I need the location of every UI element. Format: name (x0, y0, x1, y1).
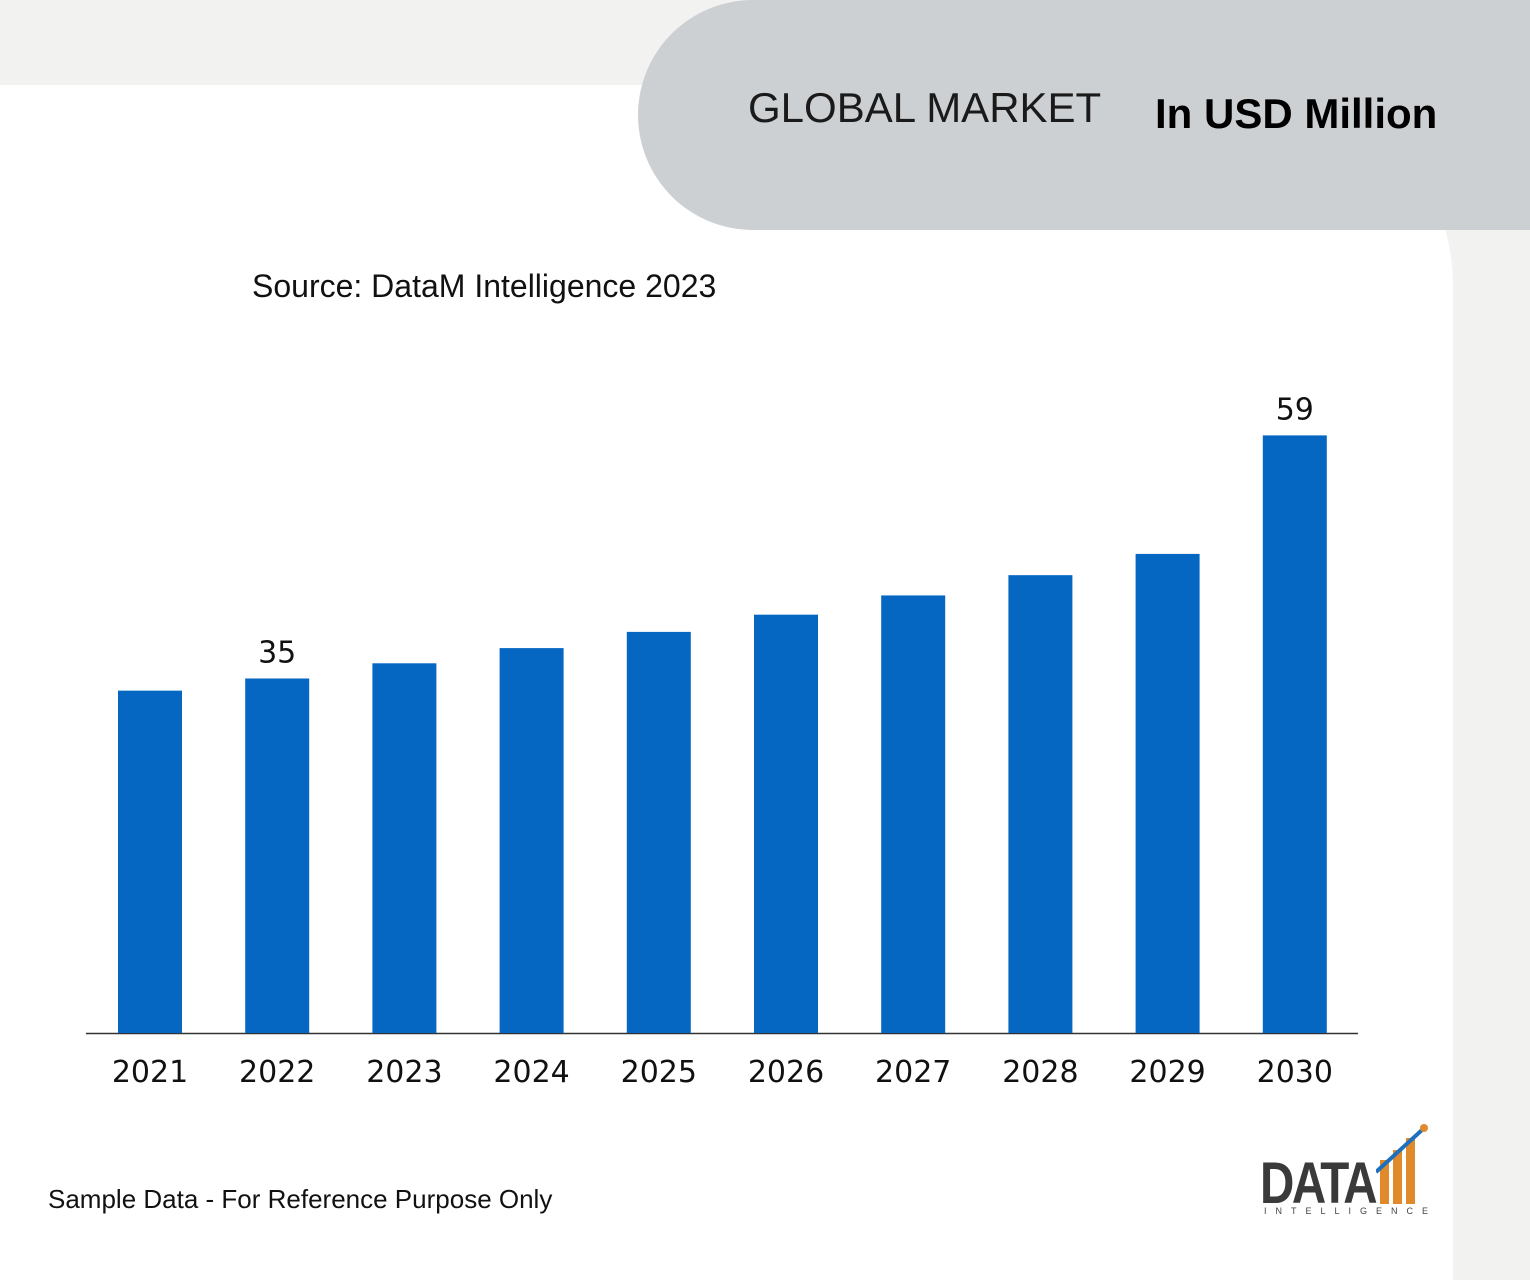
x-tick-label: 2026 (748, 1055, 824, 1090)
x-tick-label: 2022 (239, 1055, 315, 1090)
x-tick-label: 2028 (1002, 1055, 1078, 1090)
data-label-2030: 59 (1276, 392, 1314, 427)
bar-2025 (626, 631, 691, 1033)
bar-2024 (499, 648, 564, 1033)
x-tick-label: 2027 (875, 1055, 951, 1090)
chart-panel (0, 85, 1453, 1280)
bar-2021 (118, 690, 182, 1033)
bar-2022 (245, 678, 310, 1033)
disclaimer-note: Sample Data - For Reference Purpose Only (48, 1184, 553, 1214)
x-tick-label: 2025 (621, 1055, 697, 1090)
x-tick-label: 2021 (112, 1055, 188, 1090)
bar-2023 (372, 663, 437, 1033)
header-banner (638, 0, 1530, 230)
right-band (1453, 230, 1530, 1280)
source-text: Source: DataM Intelligence 2023 (252, 268, 717, 304)
bar-2029 (1135, 553, 1200, 1033)
bar-2026 (754, 614, 818, 1033)
datam-logo: DATA INTELLIGENCE (1258, 1120, 1430, 1220)
market-title: GLOBAL MARKET (748, 84, 1102, 131)
logo-bars-icon (1376, 1124, 1428, 1204)
bar-2028 (1008, 575, 1073, 1033)
x-tick-label: 2030 (1257, 1055, 1333, 1090)
logo-subtitle: INTELLIGENCE (1264, 1206, 1438, 1216)
x-tick-label: 2029 (1129, 1055, 1205, 1090)
bar-2030 (1262, 435, 1327, 1033)
x-tick-label: 2024 (493, 1055, 569, 1090)
logo-word: DATA (1260, 1151, 1378, 1216)
data-label-2022: 35 (258, 635, 296, 670)
bar-2027 (881, 595, 946, 1033)
unit-label: In USD Million (1155, 90, 1438, 137)
x-tick-label: 2023 (366, 1055, 442, 1090)
